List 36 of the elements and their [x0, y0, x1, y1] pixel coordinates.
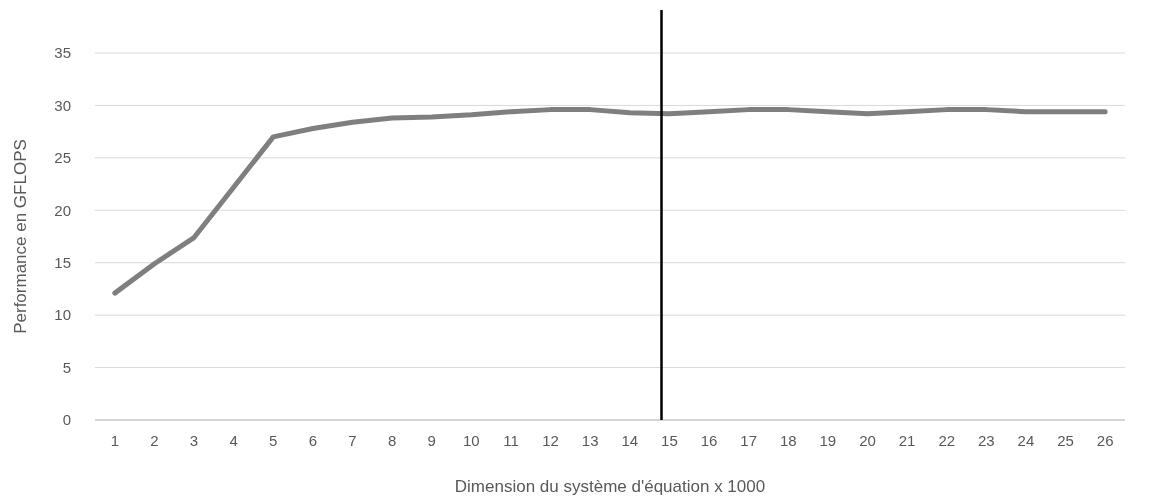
x-tick-label: 4	[229, 432, 238, 449]
x-tick-label: 3	[189, 432, 199, 449]
x-tick-label: 21	[898, 432, 916, 449]
x-tick-label: 7	[348, 432, 357, 449]
x-tick-label: 10	[463, 432, 480, 449]
x-tick-label: 5	[269, 432, 278, 449]
x-tick-label: 14	[621, 432, 639, 449]
y-tick-label: 20	[54, 201, 71, 219]
y-tick-label: 15	[54, 253, 71, 271]
x-tick-label: 20	[859, 432, 876, 449]
x-tick-label: 18	[779, 432, 797, 449]
x-tick-label: 17	[740, 432, 757, 449]
y-tick-label: 35	[54, 44, 71, 62]
y-tick-label: 10	[54, 306, 71, 324]
x-tick-label: 1	[110, 432, 119, 449]
x-tick-label: 15	[661, 432, 678, 449]
x-tick-label: 12	[542, 432, 559, 449]
x-tick-label: 11	[503, 432, 519, 449]
x-tick-label: 26	[1096, 432, 1114, 449]
y-axis-title: Performance en GFLOPS	[11, 139, 30, 334]
x-tick-label: 25	[1057, 432, 1074, 449]
x-axis-title: Dimension du système d'équation x 1000	[454, 477, 766, 496]
x-tick-label: 9	[427, 432, 436, 449]
y-tick-label: 0	[62, 411, 71, 429]
x-tick-label: 6	[308, 432, 318, 449]
y-tick-label: 30	[54, 96, 71, 114]
x-tick-label: 8	[387, 432, 397, 449]
x-tick-label: 16	[700, 432, 718, 449]
y-tick-label: 25	[54, 149, 71, 167]
x-tick-label: 23	[978, 432, 995, 449]
x-tick-label: 13	[581, 432, 599, 449]
x-tick-label: 2	[150, 432, 159, 449]
y-tick-label: 5	[62, 358, 71, 376]
x-tick-label: 22	[938, 432, 956, 449]
x-tick-label: 19	[819, 432, 837, 449]
x-tick-label: 24	[1017, 432, 1035, 449]
